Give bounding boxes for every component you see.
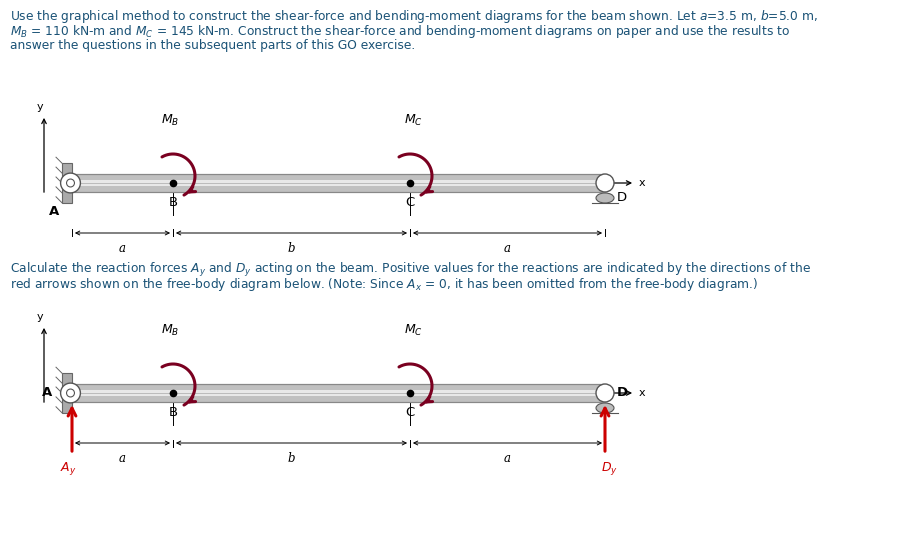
Ellipse shape xyxy=(596,193,614,203)
Text: a: a xyxy=(119,242,126,255)
Bar xyxy=(62,373,72,413)
Text: b: b xyxy=(287,452,296,465)
Bar xyxy=(72,180,605,186)
Text: D: D xyxy=(617,192,627,204)
Text: a: a xyxy=(504,242,511,255)
Text: Use the graphical method to construct the shear-force and bending-moment diagram: Use the graphical method to construct th… xyxy=(10,8,818,25)
Text: $M_C$: $M_C$ xyxy=(404,323,422,338)
Text: $D_y$: $D_y$ xyxy=(601,460,617,477)
Ellipse shape xyxy=(596,403,614,413)
Text: $A_y$: $A_y$ xyxy=(60,460,77,477)
Text: Calculate the reaction forces $A_y$ and $D_y$ acting on the beam. Positive value: Calculate the reaction forces $A_y$ and … xyxy=(10,261,811,279)
Text: $M_B$ = 110 kN-m and $M_C$ = 145 kN-m. Construct the shear-force and bending-mom: $M_B$ = 110 kN-m and $M_C$ = 145 kN-m. C… xyxy=(10,24,790,41)
Text: D: D xyxy=(617,386,628,400)
Text: a: a xyxy=(119,452,126,465)
Text: red arrows shown on the free-body diagram below. (Note: Since $A_x$ = 0, it has : red arrows shown on the free-body diagra… xyxy=(10,277,759,294)
Text: x: x xyxy=(639,178,646,188)
Text: y: y xyxy=(37,102,43,112)
Text: C: C xyxy=(406,406,415,419)
Bar xyxy=(72,174,605,192)
Text: A: A xyxy=(49,205,59,218)
Text: C: C xyxy=(406,196,415,209)
Circle shape xyxy=(596,384,614,402)
Bar xyxy=(72,391,605,395)
Text: b: b xyxy=(287,242,296,255)
Bar xyxy=(72,384,605,402)
Text: B: B xyxy=(168,406,177,419)
Bar xyxy=(62,163,72,203)
Text: y: y xyxy=(37,312,43,322)
Text: answer the questions in the subsequent parts of this GO exercise.: answer the questions in the subsequent p… xyxy=(10,39,415,52)
Circle shape xyxy=(67,179,75,187)
Text: $M_B$: $M_B$ xyxy=(161,323,179,338)
Text: B: B xyxy=(168,196,177,209)
Text: A: A xyxy=(42,386,52,400)
Circle shape xyxy=(596,174,614,192)
Text: x: x xyxy=(639,388,646,398)
Circle shape xyxy=(67,389,75,397)
Circle shape xyxy=(61,173,80,193)
Text: a: a xyxy=(504,452,511,465)
Text: $M_C$: $M_C$ xyxy=(404,113,422,128)
Text: $M_B$: $M_B$ xyxy=(161,113,179,128)
Circle shape xyxy=(61,383,80,403)
